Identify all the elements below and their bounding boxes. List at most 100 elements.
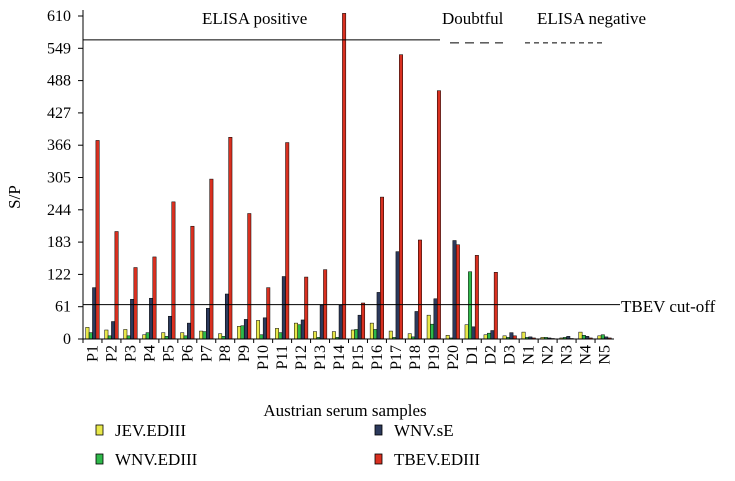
bar-jev-ediii-p5 [161,332,166,340]
bar-wnv-se-p6 [187,322,191,340]
bar-jev-ediii-p9 [237,326,242,340]
y-tick-label: 0 [63,331,71,348]
bar-jev-ediii-d1 [464,324,469,340]
bar-jev-ediii-p3 [123,329,128,340]
bar-wnv-se-p1 [92,287,97,340]
bar-tbev-ediii-p4 [152,256,157,340]
bar-tbev-ediii-p8 [228,137,233,340]
bar-wnv-se-p15 [357,314,362,340]
x-tick-label: D2 [483,345,500,365]
x-tick-label: P6 [179,345,196,362]
bar-tbev-ediii-p17 [399,54,403,340]
bar-wnv-se-p9 [243,319,248,340]
bar-wnv-ediii-d2 [487,332,491,340]
x-tick-label: P9 [236,345,253,362]
x-axis-ticks: P1 P2 P3 P4 P5 P6 P7 P8 P9 P10 P11 P12 P13 P14 P15 P16 P… [82,339,614,370]
y-tick-label: 61 [55,299,71,316]
x-tick-label: P5 [160,345,177,362]
bar-tbev-ediii-p11 [285,142,290,340]
bar-wnv-se-p13 [319,304,324,340]
bar-tbev-ediii-p5 [171,201,176,340]
bar-tbev-ediii-p7 [209,178,214,340]
legend-item-wnv-se: WNV.sE [374,421,454,440]
bar-wnv-se-p11 [281,276,286,340]
y-tick-label: 366 [47,137,71,154]
bar-wnv-se-d1 [471,326,476,340]
y-tick-label: 427 [47,105,71,122]
x-tick-label: N5 [597,345,614,365]
y-tick-label: 488 [47,73,71,90]
x-tick-label: P17 [388,345,405,370]
bar-tbev-ediii-d2 [493,272,498,340]
x-tick-label: N1 [521,345,538,365]
legend-label-wnv-se: WNV.sE [394,421,454,440]
bar-jev-ediii-d2 [483,334,488,340]
bar-jev-ediii-p17 [388,330,393,340]
legend-label-wnv-ediii: WNV.EDIII [115,450,198,469]
bar-tbev-ediii-p18 [418,239,422,340]
bar-wnv-se-p17 [395,251,400,340]
bar-tbev-ediii-p12 [304,276,309,340]
bar-wnv-se-p20 [452,240,457,340]
bar-jev-ediii-p6 [180,332,185,340]
reference-lines [83,39,620,306]
x-tick-label: P14 [331,345,348,370]
bar-wnv-se-p16 [376,292,381,340]
bar-wnv-ediii-p12 [297,324,302,340]
x-tick-label: P8 [217,345,234,362]
bar-jev-ediii-n1 [521,331,526,340]
region-positive-label: ELISA positive [202,9,307,28]
bar-tbev-ediii-p6 [190,225,195,340]
y-axis-ticks: 0 61 122 183 244 305 366 427 488 549 610 [47,8,83,348]
x-tick-label: P3 [122,345,139,362]
legend-swatch-wnv-se [374,424,383,436]
bar-jev-ediii-p4 [142,334,147,340]
x-tick-label: P2 [103,345,120,362]
x-tick-label: P10 [255,345,272,370]
bar-tbev-ediii-p9 [247,213,252,340]
bar-wnv-se-p12 [300,319,305,340]
bar-jev-ediii-p1 [85,327,90,340]
bar-wnv-ediii-n4 [581,335,586,340]
x-tick-label: P12 [293,345,310,370]
bar-tbev-ediii-p15 [361,302,366,340]
bar-wnv-ediii-p19 [430,323,435,340]
bar-jev-ediii-p18 [407,333,412,340]
bar-wnv-se-p18 [414,311,419,340]
x-tick-label: P11 [274,345,291,369]
bar-jev-ediii-p14 [331,331,336,340]
bar-wnv-ediii-p15 [354,329,359,340]
bar-jev-ediii-p10 [256,320,261,340]
y-axis-title: S/P [5,185,24,209]
x-tick-label: D3 [502,345,519,365]
bar-wnv-ediii-p7 [202,331,207,340]
bar-wnv-se-p8 [224,293,229,340]
x-tick-label: N4 [578,345,595,365]
legend-label-tbev: TBEV.EDIII [394,450,480,469]
bar-jev-ediii-p16 [369,322,374,340]
bar-wnv-se-d2 [490,330,495,340]
x-tick-label: P7 [198,345,215,362]
bar-tbev-ediii-p20 [455,244,460,340]
bar-jev-ediii-p11 [275,328,279,340]
bar-tbev-ediii-d1 [474,255,479,340]
legend-swatch-wnv-ediii [95,453,104,465]
y-tick-label: 549 [47,40,71,57]
region-negative-label: ELISA negative [537,9,646,28]
bar-jev-ediii-p2 [104,329,109,340]
cutoff-line-label: TBEV cut-off [621,297,716,316]
legend: JEV.EDIII WNV.EDIII WNV.sE TBEV.EDIII [95,421,480,469]
x-tick-label: P16 [369,345,386,370]
legend-item-jev: JEV.EDIII [95,421,186,440]
bar-wnv-ediii-d1 [468,271,473,340]
bar-jev-ediii-p19 [426,314,431,340]
y-tick-label: 610 [47,8,71,25]
bar-wnv-se-p3 [130,299,135,340]
bar-jev-ediii-p12 [294,322,298,340]
y-tick-label: 183 [47,234,71,251]
bar-wnv-ediii-n5 [600,334,605,340]
x-tick-label: P20 [445,345,462,370]
bar-wnv-se-p10 [262,317,267,340]
bar-wnv-se-d3 [509,332,514,340]
bar-tbev-ediii-p3 [133,267,138,340]
